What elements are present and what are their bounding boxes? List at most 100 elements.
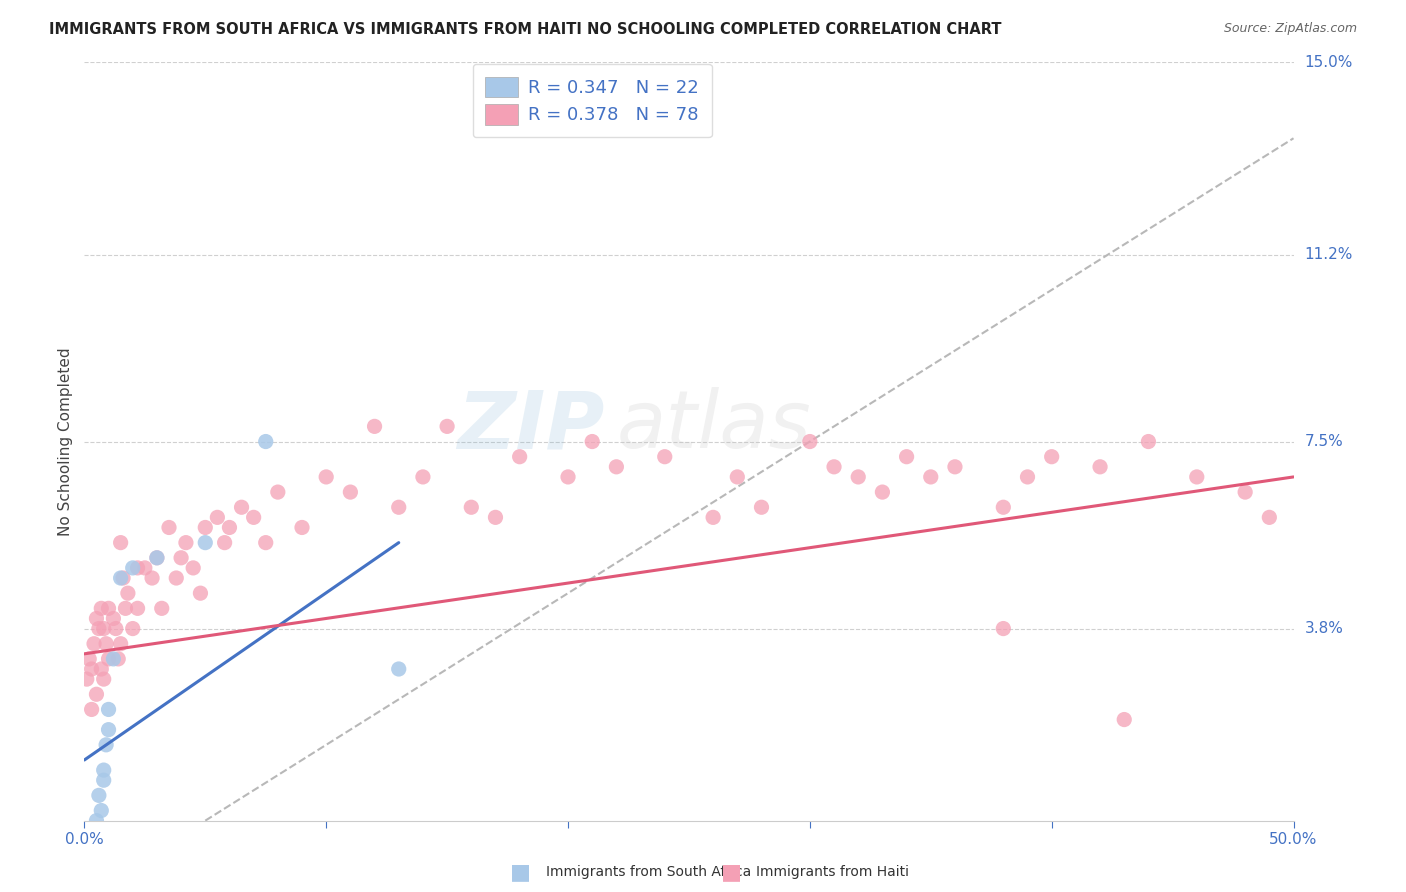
- Point: [725, 470, 748, 484]
- Point: [509, 450, 531, 464]
- Point: [254, 434, 277, 449]
- Point: [207, 510, 229, 524]
- Point: [993, 500, 1015, 515]
- Point: [993, 622, 1015, 636]
- Point: [86, 611, 108, 625]
- Point: [80, 662, 103, 676]
- Point: [194, 520, 217, 534]
- Point: [93, 622, 115, 636]
- Point: [80, 702, 103, 716]
- Point: [214, 535, 236, 549]
- Point: [412, 470, 434, 484]
- Point: [363, 419, 385, 434]
- Point: [90, 601, 112, 615]
- Point: [93, 672, 115, 686]
- Text: Source: ZipAtlas.com: Source: ZipAtlas.com: [1223, 22, 1357, 36]
- Point: [388, 662, 411, 676]
- Point: [460, 500, 482, 515]
- Point: [93, 763, 115, 777]
- Point: [291, 520, 314, 534]
- Text: atlas: atlas: [616, 387, 811, 466]
- Point: [872, 485, 894, 500]
- Point: [751, 500, 773, 515]
- Point: [190, 586, 212, 600]
- Point: [97, 723, 120, 737]
- Point: [1258, 510, 1281, 524]
- Point: [86, 814, 108, 828]
- Point: [121, 561, 143, 575]
- Point: [1234, 485, 1257, 500]
- Point: [170, 550, 193, 565]
- Point: [83, 838, 105, 853]
- Point: [127, 601, 149, 615]
- Point: [121, 622, 143, 636]
- Point: [218, 520, 240, 534]
- Text: 11.2%: 11.2%: [1305, 247, 1353, 262]
- Point: [823, 459, 845, 474]
- Point: [339, 485, 361, 500]
- Point: [76, 672, 98, 686]
- Point: [1040, 450, 1063, 464]
- Point: [150, 601, 173, 615]
- Point: [146, 550, 169, 565]
- Point: [86, 829, 108, 843]
- Point: [165, 571, 187, 585]
- Point: [86, 687, 108, 701]
- Point: [920, 470, 942, 484]
- Point: [77, 652, 100, 666]
- Point: [581, 434, 603, 449]
- Text: 7.5%: 7.5%: [1305, 434, 1343, 449]
- Point: [1088, 459, 1111, 474]
- Point: [254, 535, 277, 549]
- Point: [557, 470, 579, 484]
- Point: [896, 450, 918, 464]
- Point: [436, 419, 458, 434]
- Point: [1185, 470, 1208, 484]
- Point: [127, 561, 149, 575]
- Text: IMMIGRANTS FROM SOUTH AFRICA VS IMMIGRANTS FROM HAITI NO SCHOOLING COMPLETED COR: IMMIGRANTS FROM SOUTH AFRICA VS IMMIGRAN…: [49, 22, 1001, 37]
- Point: [605, 459, 627, 474]
- Point: [83, 637, 105, 651]
- Point: [83, 874, 105, 888]
- Point: [87, 789, 110, 803]
- Point: [97, 652, 120, 666]
- Point: [112, 571, 135, 585]
- Point: [110, 571, 132, 585]
- Point: [117, 586, 139, 600]
- Point: [110, 637, 132, 651]
- Text: ■: ■: [510, 863, 530, 882]
- Point: [231, 500, 253, 515]
- Text: 15.0%: 15.0%: [1305, 55, 1353, 70]
- Point: [104, 622, 127, 636]
- Point: [103, 652, 125, 666]
- Point: [80, 849, 103, 863]
- Point: [799, 434, 821, 449]
- Text: Immigrants from Haiti: Immigrants from Haiti: [756, 865, 910, 880]
- Point: [114, 601, 136, 615]
- Point: [107, 652, 129, 666]
- Point: [94, 738, 117, 752]
- Point: [174, 535, 197, 549]
- Point: [388, 500, 411, 515]
- Point: [90, 804, 112, 818]
- Point: [846, 470, 869, 484]
- Point: [1137, 434, 1160, 449]
- Point: [1017, 470, 1039, 484]
- Point: [654, 450, 676, 464]
- Point: [110, 535, 132, 549]
- Point: [943, 459, 966, 474]
- Point: [103, 611, 125, 625]
- Point: [194, 535, 217, 549]
- Y-axis label: No Schooling Completed: No Schooling Completed: [58, 347, 73, 536]
- Point: [77, 854, 100, 868]
- Text: Immigrants from South Africa: Immigrants from South Africa: [546, 865, 751, 880]
- Point: [242, 510, 264, 524]
- Text: ZIP: ZIP: [457, 387, 605, 466]
- Point: [97, 702, 120, 716]
- Point: [94, 637, 117, 651]
- Point: [80, 864, 103, 879]
- Point: [134, 561, 156, 575]
- Point: [87, 622, 110, 636]
- Text: ■: ■: [721, 863, 741, 882]
- Point: [93, 773, 115, 788]
